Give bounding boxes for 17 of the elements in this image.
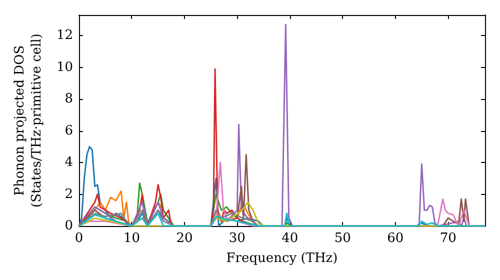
x-tick-label: 60 [387, 231, 404, 246]
x-tick-label: 40 [282, 231, 298, 246]
y-tick-label: 2 [64, 186, 73, 202]
y-tick-label: 8 [64, 92, 73, 107]
y-axis-title: Phonon projected DOS (States/THz·primitive cell) [12, 33, 45, 208]
x-tick-label: 50 [334, 231, 351, 246]
y-tick-label: 0 [64, 218, 73, 234]
x-axis-title: Frequency (THz) [226, 251, 338, 266]
x-tick-label: 70 [440, 231, 456, 246]
y-tick-label: 4 [64, 155, 73, 170]
x-tick-label: 30 [228, 231, 246, 246]
x-tick-label: 20 [176, 231, 193, 246]
x-tick-label: 0 [74, 231, 84, 246]
y-tick-label: 6 [64, 123, 73, 138]
x-tick-label: 10 [123, 231, 140, 246]
y-tick-label: 10 [56, 60, 73, 75]
y-tick-label: 12 [56, 28, 73, 44]
